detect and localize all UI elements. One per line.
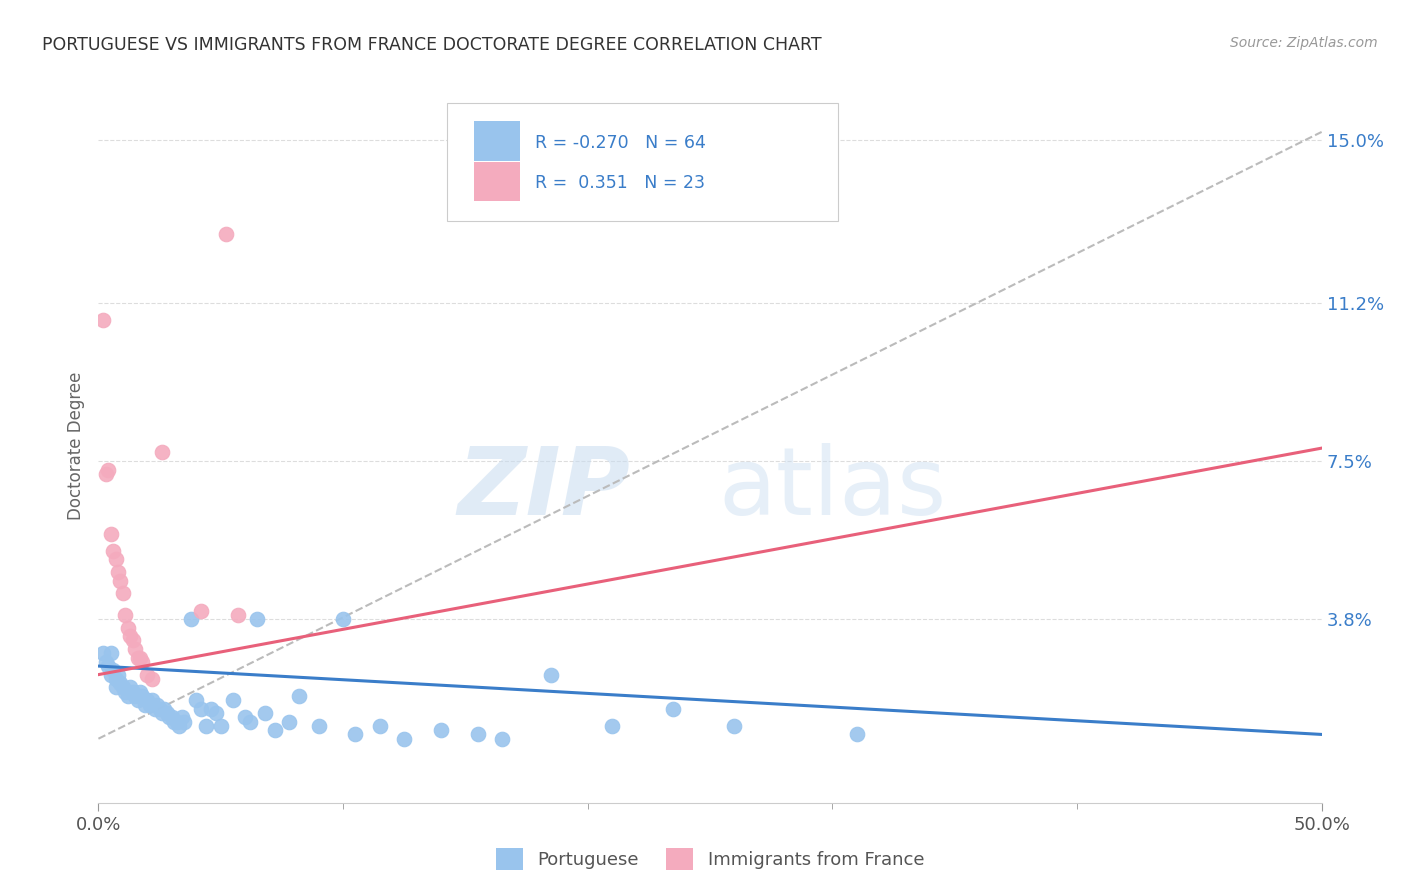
Point bbox=[124, 642, 146, 657]
Point bbox=[308, 719, 330, 733]
Point bbox=[163, 714, 186, 729]
Point bbox=[110, 574, 132, 588]
Point bbox=[368, 719, 391, 733]
Point bbox=[114, 684, 136, 698]
Point bbox=[110, 676, 132, 690]
Point bbox=[114, 607, 136, 622]
Point bbox=[104, 681, 127, 695]
Point bbox=[104, 552, 127, 566]
Point bbox=[124, 689, 146, 703]
Point bbox=[121, 633, 143, 648]
Point bbox=[131, 655, 153, 669]
Point bbox=[209, 719, 232, 733]
Point bbox=[190, 603, 212, 617]
Point bbox=[150, 706, 173, 720]
Point bbox=[107, 565, 129, 579]
Point bbox=[139, 698, 162, 712]
Point bbox=[104, 672, 127, 686]
Point bbox=[94, 655, 117, 669]
Point bbox=[136, 667, 159, 681]
Point bbox=[430, 723, 453, 738]
Point bbox=[111, 586, 134, 600]
Point bbox=[129, 684, 152, 698]
Point bbox=[100, 526, 122, 541]
Point bbox=[662, 702, 685, 716]
Point bbox=[146, 698, 169, 712]
Point bbox=[239, 714, 262, 729]
FancyBboxPatch shape bbox=[474, 121, 520, 161]
Point bbox=[121, 684, 143, 698]
Text: atlas: atlas bbox=[718, 442, 946, 535]
Point bbox=[120, 681, 142, 695]
Point bbox=[143, 702, 166, 716]
Text: PORTUGUESE VS IMMIGRANTS FROM FRANCE DOCTORATE DEGREE CORRELATION CHART: PORTUGUESE VS IMMIGRANTS FROM FRANCE DOC… bbox=[42, 36, 821, 54]
Point bbox=[600, 719, 623, 733]
Point bbox=[170, 710, 193, 724]
Point bbox=[253, 706, 276, 720]
Point bbox=[263, 723, 285, 738]
Point bbox=[149, 702, 172, 716]
Text: Source: ZipAtlas.com: Source: ZipAtlas.com bbox=[1230, 36, 1378, 50]
Point bbox=[117, 621, 139, 635]
Point bbox=[141, 693, 163, 707]
Point bbox=[153, 702, 176, 716]
Point bbox=[101, 663, 124, 677]
Point bbox=[278, 714, 301, 729]
Point bbox=[91, 646, 114, 660]
Point bbox=[111, 681, 134, 695]
Point bbox=[141, 672, 163, 686]
Point bbox=[332, 612, 354, 626]
Point bbox=[97, 659, 120, 673]
Point bbox=[94, 467, 117, 481]
Point bbox=[344, 727, 367, 741]
Point bbox=[100, 667, 122, 681]
Point bbox=[173, 714, 195, 729]
Point bbox=[97, 462, 120, 476]
Point bbox=[190, 702, 212, 716]
Point bbox=[392, 731, 416, 746]
Point bbox=[233, 710, 256, 724]
Point bbox=[156, 706, 179, 720]
Point bbox=[136, 693, 159, 707]
Point bbox=[167, 719, 190, 733]
Point bbox=[150, 445, 173, 459]
Point bbox=[157, 710, 180, 724]
Point bbox=[540, 667, 562, 681]
Text: R =  0.351   N = 23: R = 0.351 N = 23 bbox=[536, 175, 706, 193]
Text: R = -0.270   N = 64: R = -0.270 N = 64 bbox=[536, 134, 706, 152]
Point bbox=[186, 693, 208, 707]
Point bbox=[205, 706, 228, 720]
Point bbox=[288, 689, 311, 703]
Point bbox=[723, 719, 745, 733]
Point bbox=[166, 714, 188, 729]
Point bbox=[127, 693, 149, 707]
Point bbox=[160, 710, 183, 724]
FancyBboxPatch shape bbox=[447, 103, 838, 221]
Point bbox=[214, 227, 236, 242]
Point bbox=[180, 612, 202, 626]
Point bbox=[226, 607, 249, 622]
Point bbox=[100, 646, 122, 660]
Point bbox=[195, 719, 218, 733]
Point bbox=[120, 629, 142, 643]
Point bbox=[101, 543, 124, 558]
Point bbox=[131, 689, 153, 703]
Y-axis label: Doctorate Degree: Doctorate Degree bbox=[66, 372, 84, 520]
Point bbox=[134, 698, 156, 712]
Text: ZIP: ZIP bbox=[457, 442, 630, 535]
Point bbox=[129, 650, 152, 665]
Point bbox=[91, 313, 114, 327]
Legend: Portuguese, Immigrants from France: Portuguese, Immigrants from France bbox=[486, 839, 934, 880]
Point bbox=[222, 693, 245, 707]
Point bbox=[200, 702, 222, 716]
Point bbox=[491, 731, 513, 746]
Point bbox=[127, 650, 149, 665]
Point bbox=[845, 727, 868, 741]
Point bbox=[107, 667, 129, 681]
FancyBboxPatch shape bbox=[474, 162, 520, 202]
Point bbox=[246, 612, 269, 626]
Point bbox=[117, 689, 139, 703]
Point bbox=[467, 727, 489, 741]
